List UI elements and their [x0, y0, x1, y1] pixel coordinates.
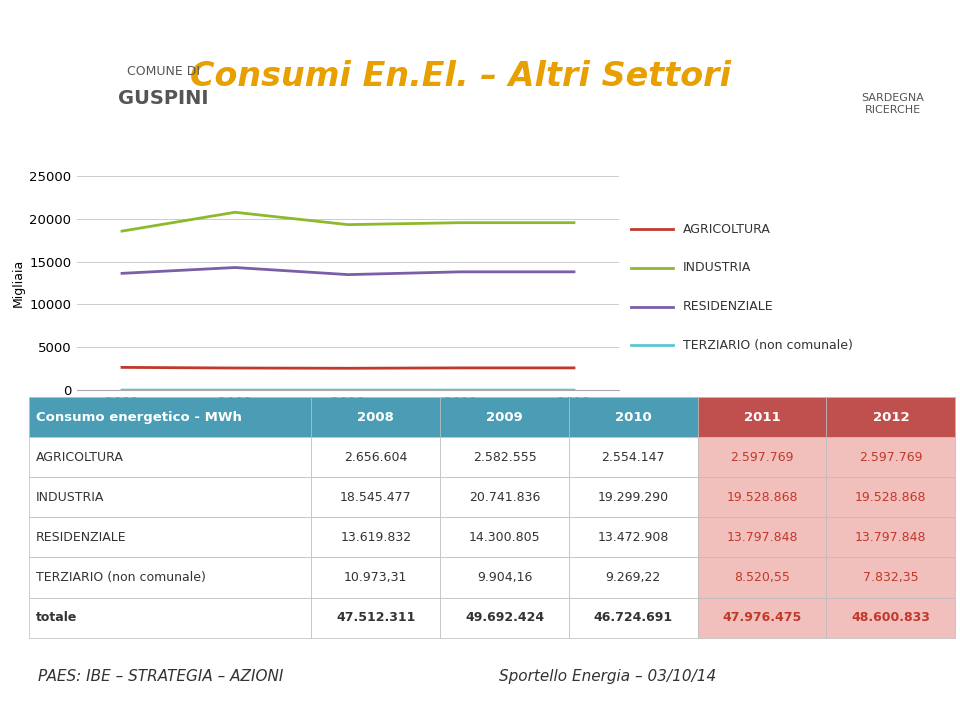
Text: 19.528.868: 19.528.868 [855, 491, 926, 504]
Bar [440, 598, 569, 638]
Bar [29, 517, 311, 557]
Bar [29, 437, 311, 477]
Text: TERZIARIO (non comunale): TERZIARIO (non comunale) [36, 571, 206, 584]
Bar [827, 557, 955, 598]
Bar [698, 517, 827, 557]
Bar [827, 598, 955, 638]
Text: TERZIARIO (non comunale): TERZIARIO (non comunale) [683, 339, 852, 352]
Y-axis label: Migliaia: Migliaia [12, 259, 25, 307]
Bar [311, 397, 440, 437]
Bar [29, 598, 311, 638]
Bar [311, 557, 440, 598]
Text: 47.976.475: 47.976.475 [723, 611, 802, 624]
Text: Consumi En.El. – Altri Settori: Consumi En.El. – Altri Settori [190, 60, 732, 93]
Text: RESIDENZIALE: RESIDENZIALE [36, 531, 127, 544]
Bar [827, 397, 955, 437]
Text: 19.528.868: 19.528.868 [727, 491, 798, 504]
Text: 2010: 2010 [615, 411, 652, 424]
Bar [698, 598, 827, 638]
Bar [440, 437, 569, 477]
Bar [569, 437, 698, 477]
Text: 8.520,55: 8.520,55 [734, 571, 790, 584]
Text: 2012: 2012 [873, 411, 909, 424]
Text: 14.300.805: 14.300.805 [468, 531, 540, 544]
Text: 2.656.604: 2.656.604 [344, 451, 407, 464]
Bar [569, 397, 698, 437]
Bar [29, 477, 311, 517]
Bar [311, 517, 440, 557]
Text: totale: totale [36, 611, 78, 624]
Text: 13.619.832: 13.619.832 [340, 531, 411, 544]
Bar [440, 397, 569, 437]
Bar [311, 437, 440, 477]
Text: 20.741.836: 20.741.836 [468, 491, 540, 504]
Text: 2.554.147: 2.554.147 [602, 451, 665, 464]
Bar [698, 397, 827, 437]
Text: 2.597.769: 2.597.769 [731, 451, 794, 464]
Bar [440, 557, 569, 598]
Text: 2008: 2008 [357, 411, 395, 424]
Text: SARDEGNA
RICERCHE: SARDEGNA RICERCHE [861, 93, 924, 115]
Text: 9.269,22: 9.269,22 [606, 571, 660, 584]
Bar [698, 437, 827, 477]
Text: 13.797.848: 13.797.848 [727, 531, 798, 544]
Bar [698, 477, 827, 517]
Text: 49.692.424: 49.692.424 [465, 611, 544, 624]
Bar [569, 477, 698, 517]
Text: PAES: IBE – STRATEGIA – AZIONI: PAES: IBE – STRATEGIA – AZIONI [38, 669, 284, 684]
Bar [569, 517, 698, 557]
Text: 7.832,35: 7.832,35 [863, 571, 919, 584]
Bar [827, 437, 955, 477]
Text: GUSPINI: GUSPINI [118, 89, 208, 108]
Text: 48.600.833: 48.600.833 [852, 611, 930, 624]
Text: Consumo energetico - MWh: Consumo energetico - MWh [36, 411, 242, 424]
Text: 13.472.908: 13.472.908 [597, 531, 669, 544]
Text: 2011: 2011 [744, 411, 780, 424]
Bar [698, 557, 827, 598]
Text: 10.973,31: 10.973,31 [344, 571, 407, 584]
Text: 2009: 2009 [486, 411, 523, 424]
Text: 2.597.769: 2.597.769 [859, 451, 923, 464]
Bar [827, 477, 955, 517]
Bar [311, 598, 440, 638]
Text: RESIDENZIALE: RESIDENZIALE [683, 300, 774, 313]
Bar [569, 557, 698, 598]
Text: 46.724.691: 46.724.691 [593, 611, 673, 624]
Text: 9.904,16: 9.904,16 [477, 571, 532, 584]
Text: INDUSTRIA: INDUSTRIA [36, 491, 105, 504]
Text: 18.545.477: 18.545.477 [340, 491, 412, 504]
Bar [440, 517, 569, 557]
Bar [827, 517, 955, 557]
Bar [29, 557, 311, 598]
Text: 47.512.311: 47.512.311 [336, 611, 416, 624]
Bar [440, 477, 569, 517]
Text: AGRICOLTURA: AGRICOLTURA [683, 223, 771, 236]
Text: 2.582.555: 2.582.555 [472, 451, 537, 464]
Text: 19.299.290: 19.299.290 [598, 491, 669, 504]
Text: Sportello Energia – 03/10/14: Sportello Energia – 03/10/14 [499, 669, 716, 684]
Bar [569, 598, 698, 638]
Text: COMUNE DI: COMUNE DI [127, 65, 200, 78]
Text: 13.797.848: 13.797.848 [855, 531, 926, 544]
Text: AGRICOLTURA: AGRICOLTURA [36, 451, 124, 464]
Bar [311, 477, 440, 517]
Text: INDUSTRIA: INDUSTRIA [683, 262, 751, 274]
Bar [29, 397, 311, 437]
